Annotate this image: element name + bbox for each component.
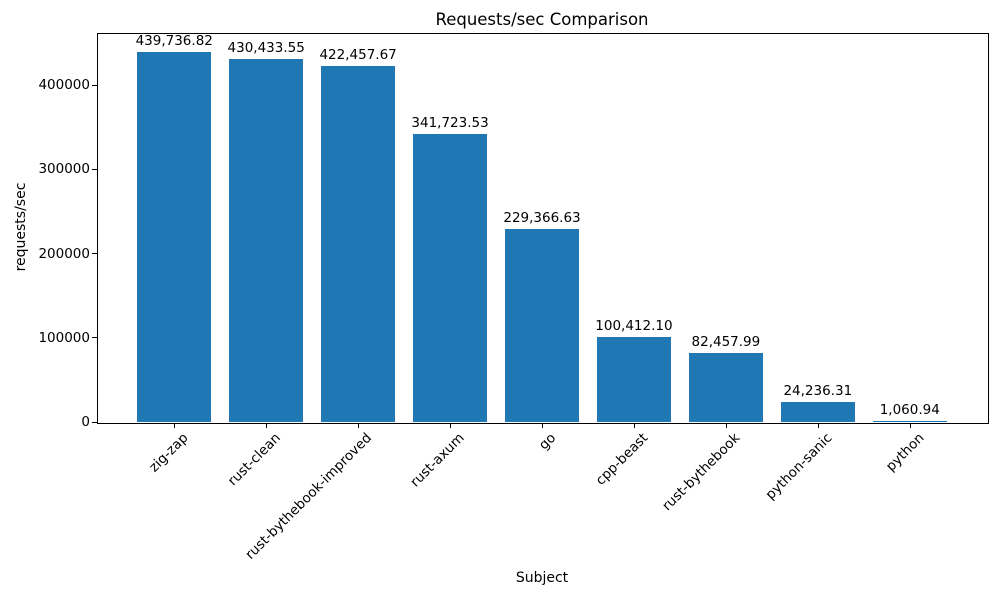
x-tick-mark xyxy=(633,423,635,428)
chart-title: Requests/sec Comparison xyxy=(435,10,649,29)
bar-value-label: 422,457.67 xyxy=(319,47,397,64)
y-tick-mark xyxy=(92,421,97,423)
bar-python-sanic xyxy=(781,401,855,422)
x-tick-label: rust-axum xyxy=(407,430,468,491)
bar-value-label: 229,366.63 xyxy=(503,209,581,226)
bar-value-label: 1,060.94 xyxy=(879,402,940,418)
x-tick-mark xyxy=(817,423,819,428)
x-tick-mark xyxy=(450,423,452,428)
bar-python xyxy=(872,421,947,422)
y-tick-label: 100000 xyxy=(38,329,90,346)
y-tick-label: 200000 xyxy=(38,245,90,262)
bar-cpp-beast xyxy=(597,337,671,422)
x-tick-label: zig-zap xyxy=(146,430,192,476)
bar-rust-bythebook xyxy=(689,352,763,422)
bar-value-label: 341,723.53 xyxy=(411,115,489,132)
y-tick-label: 400000 xyxy=(38,77,90,93)
x-tick-mark xyxy=(174,423,176,428)
bar-go xyxy=(505,228,579,422)
bar-value-label: 439,736.82 xyxy=(135,32,213,49)
y-tick-label: 0 xyxy=(81,414,90,430)
x-tick-label: go xyxy=(536,430,560,454)
x-tick-mark xyxy=(358,423,360,428)
x-tick-label: rust-clean xyxy=(224,430,284,490)
bar-value-label: 100,412.10 xyxy=(595,318,673,335)
bar-zig-zap xyxy=(137,51,211,422)
x-tick-mark xyxy=(909,423,911,428)
y-tick-mark xyxy=(92,253,97,254)
x-axis-label: Subject xyxy=(515,570,569,586)
y-tick-mark xyxy=(92,337,97,339)
bar-value-label: 430,433.55 xyxy=(227,40,305,57)
y-tick-mark xyxy=(92,168,97,170)
bar-value-label: 82,457.99 xyxy=(691,333,761,350)
bar-rust-bythebook-improved xyxy=(321,66,395,422)
x-tick-mark xyxy=(266,423,268,428)
x-tick-label: python-sanic xyxy=(762,430,836,503)
y-tick-label: 300000 xyxy=(38,161,90,178)
bar-value-label: 24,236.31 xyxy=(783,382,853,399)
y-tick-mark xyxy=(92,84,97,86)
x-tick-mark xyxy=(542,423,543,428)
bar-rust-axum xyxy=(413,134,487,422)
y-axis-label: requests/sec xyxy=(13,182,29,272)
x-tick-mark xyxy=(725,423,727,428)
x-tick-label: rust-bythebook xyxy=(659,430,744,515)
bar-rust-clean xyxy=(229,59,303,422)
x-tick-label: cpp-beast xyxy=(592,430,652,489)
x-tick-label: python xyxy=(882,430,928,475)
